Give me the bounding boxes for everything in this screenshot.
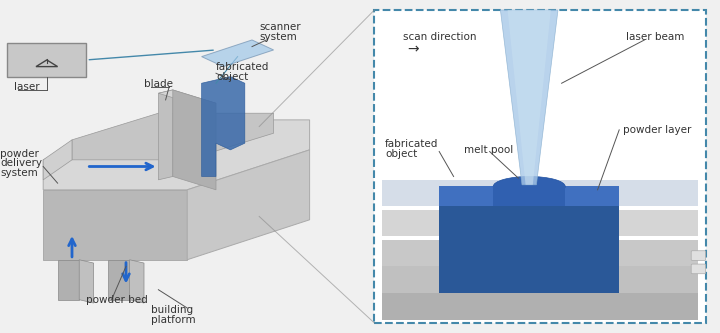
Polygon shape <box>173 90 216 190</box>
Text: delivery: delivery <box>0 159 42 168</box>
Text: system: system <box>0 168 37 178</box>
Polygon shape <box>72 113 274 160</box>
Text: laser: laser <box>14 82 40 92</box>
Polygon shape <box>43 140 72 180</box>
Ellipse shape <box>493 176 565 196</box>
FancyBboxPatch shape <box>374 10 706 323</box>
Text: powder layer: powder layer <box>623 125 691 135</box>
Text: melt pool: melt pool <box>464 145 513 155</box>
FancyBboxPatch shape <box>691 251 706 260</box>
Text: system: system <box>259 32 297 42</box>
Bar <box>439 203 619 293</box>
Text: powder bed: powder bed <box>86 295 148 305</box>
Bar <box>439 186 619 206</box>
Text: fabricated: fabricated <box>385 139 438 149</box>
Text: object: object <box>385 149 418 159</box>
Polygon shape <box>508 10 551 185</box>
Bar <box>382 293 698 320</box>
Text: platform: platform <box>151 315 196 325</box>
Polygon shape <box>500 10 558 185</box>
Text: scanner: scanner <box>259 22 301 32</box>
Polygon shape <box>187 150 310 260</box>
Polygon shape <box>130 260 144 303</box>
Polygon shape <box>108 260 130 300</box>
Polygon shape <box>202 77 245 176</box>
Text: blade: blade <box>144 79 173 89</box>
Text: fabricated: fabricated <box>216 62 269 72</box>
Bar <box>382 210 698 236</box>
Bar <box>382 266 698 293</box>
Polygon shape <box>79 260 94 303</box>
Polygon shape <box>43 190 187 260</box>
Bar <box>382 240 698 266</box>
Polygon shape <box>58 260 79 300</box>
Text: →: → <box>407 42 418 56</box>
Text: object: object <box>216 72 248 82</box>
Bar <box>382 180 698 206</box>
Text: scan direction: scan direction <box>403 32 477 42</box>
Bar <box>382 180 698 206</box>
FancyBboxPatch shape <box>691 264 706 274</box>
Polygon shape <box>158 90 173 180</box>
FancyBboxPatch shape <box>7 43 86 77</box>
Bar <box>493 186 565 206</box>
Text: building: building <box>151 305 194 315</box>
Polygon shape <box>202 40 274 67</box>
Text: laser beam: laser beam <box>626 32 685 42</box>
Polygon shape <box>43 120 310 190</box>
Text: powder: powder <box>0 149 39 159</box>
Polygon shape <box>158 90 216 107</box>
